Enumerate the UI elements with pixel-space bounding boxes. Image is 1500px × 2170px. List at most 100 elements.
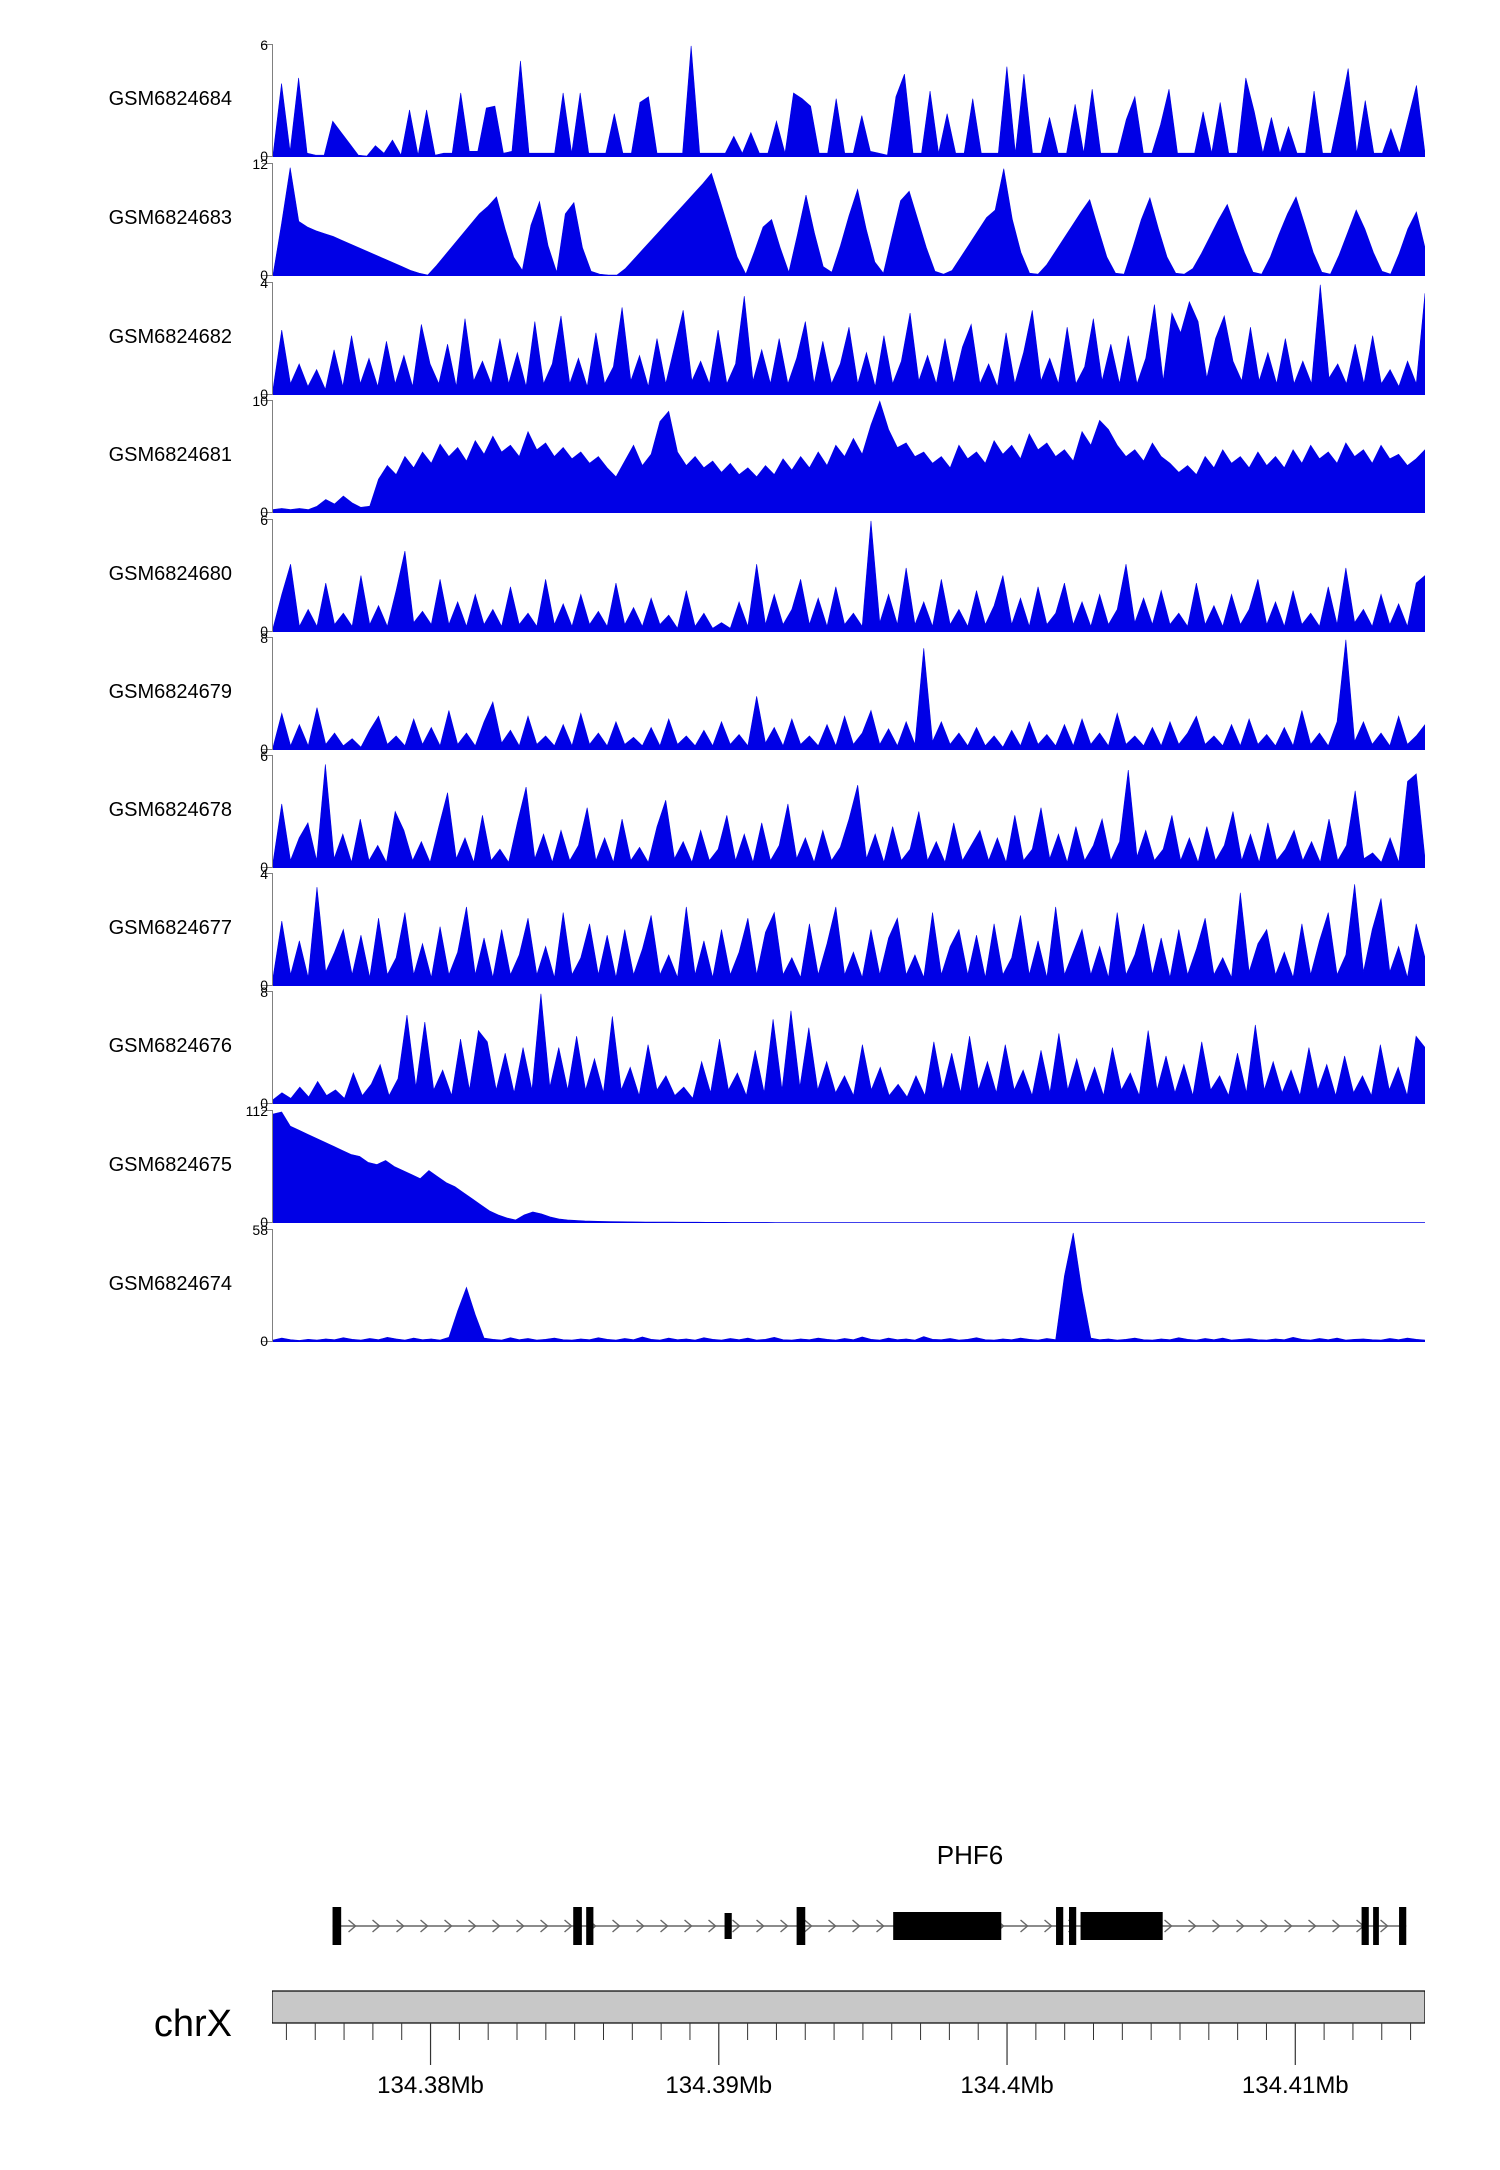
y-axis-max-label: 6 <box>260 37 268 53</box>
y-axis-line <box>272 991 273 1104</box>
strand-arrow-icon <box>516 1919 525 1933</box>
track-sample-label: GSM6824679 <box>108 680 232 703</box>
coverage-track: GSM6824677 4 0 <box>0 867 1500 992</box>
coverage-wiggle <box>273 167 1425 276</box>
y-axis-tick-max <box>262 637 273 638</box>
axis-tick-label: 134.41Mb <box>1242 2072 1349 2099</box>
axis-tick-label: 134.39Mb <box>665 2072 772 2099</box>
coverage-wiggle <box>273 639 1425 750</box>
coverage-track: GSM6824681 10 0 <box>0 394 1500 519</box>
coverage-track: GSM6824674 58 0 <box>0 1223 1500 1348</box>
coverage-track: GSM6824675 112 0 <box>0 1104 1500 1229</box>
coverage-area <box>273 1111 1425 1223</box>
y-axis-line <box>272 519 273 632</box>
track-plot-area: 12 0 <box>252 157 1425 282</box>
y-axis-line <box>272 282 273 395</box>
track-sample-label: GSM6824684 <box>108 87 232 110</box>
y-axis-max-label: 12 <box>252 156 268 172</box>
y-axis-tick-max <box>262 44 273 45</box>
track-plot-area: 112 0 <box>246 1104 1425 1229</box>
y-axis: 10 0 <box>252 394 302 519</box>
strand-arrow-icon <box>444 1919 453 1933</box>
y-axis-line <box>272 1110 273 1223</box>
coverage-area <box>273 167 1425 276</box>
y-axis: 112 0 <box>246 1104 302 1229</box>
genome-axis-track: chrX 134.38Mb 134.39Mb 134.4Mb 134.41Mb <box>0 1985 1500 2155</box>
y-axis-min-label: 0 <box>260 504 268 520</box>
strand-arrow-icon <box>1020 1919 1029 1933</box>
strand-arrow-icon <box>492 1919 501 1933</box>
strand-arrow-icon <box>372 1919 381 1933</box>
strand-arrow-icon <box>852 1919 861 1933</box>
track-plot-area: 10 0 <box>252 394 1425 519</box>
y-axis-tick-min <box>262 512 273 513</box>
y-axis-tick-max <box>262 1110 273 1111</box>
chromosome-label: chrX <box>153 2003 232 2045</box>
track-sample-label: GSM6824680 <box>108 562 232 585</box>
strand-arrow-icon <box>1188 1919 1197 1933</box>
coverage-track: GSM6824679 8 0 <box>0 631 1500 756</box>
y-axis-min-label: 0 <box>260 386 268 402</box>
y-axis-tick-min <box>262 985 273 986</box>
exon-box <box>1056 1907 1064 1945</box>
y-axis-min-label: 0 <box>260 1333 268 1349</box>
y-axis-tick-min <box>262 1103 273 1104</box>
axis-tick-label: 134.38Mb <box>377 2072 484 2099</box>
y-axis-line <box>272 873 273 986</box>
y-axis-tick-min <box>262 631 273 632</box>
coverage-track: GSM6824682 4 0 <box>0 276 1500 401</box>
y-axis-tick-max <box>262 163 273 164</box>
gene-model-svg <box>332 1907 1407 1945</box>
track-sample-label: GSM6824674 <box>108 1272 232 1295</box>
strand-arrow-icon <box>636 1919 645 1933</box>
y-axis: 58 0 <box>252 1223 302 1348</box>
strand-arrow-icon <box>1164 1919 1173 1933</box>
y-axis-tick-min <box>262 156 273 157</box>
y-axis-min-label: 0 <box>260 1095 268 1111</box>
coverage-area <box>273 400 1425 513</box>
coverage-area <box>273 993 1425 1104</box>
y-axis-min-label: 0 <box>260 741 268 757</box>
coverage-wiggle <box>273 993 1425 1104</box>
coverage-wiggle <box>273 520 1425 632</box>
y-axis-min-label: 0 <box>260 859 268 875</box>
strand-arrow-icon <box>708 1919 717 1933</box>
exon-box <box>573 1907 582 1945</box>
coverage-wiggle <box>273 884 1425 986</box>
y-axis-max-label: 10 <box>252 393 268 409</box>
y-axis-tick-min <box>262 394 273 395</box>
track-sample-label: GSM6824681 <box>108 443 232 466</box>
y-axis-line <box>272 637 273 750</box>
exon-box <box>332 1907 342 1945</box>
coverage-area <box>273 884 1425 986</box>
coverage-area <box>273 284 1425 395</box>
coverage-track: GSM6824678 6 0 <box>0 749 1500 874</box>
strand-arrow-icon <box>420 1919 429 1933</box>
strand-arrow-icon <box>1044 1919 1053 1933</box>
coverage-wiggle <box>273 1111 1425 1223</box>
strand-arrow-icon <box>804 1919 813 1933</box>
y-axis-line <box>272 44 273 157</box>
coverage-area <box>273 520 1425 632</box>
y-axis-max-label: 6 <box>260 512 268 528</box>
y-axis-tick-max <box>262 873 273 874</box>
strand-arrow-icon <box>1284 1919 1293 1933</box>
axis-tick-label: 134.4Mb <box>960 2072 1053 2099</box>
coverage-wiggle <box>273 1232 1425 1342</box>
y-axis-tick-max <box>262 755 273 756</box>
track-sample-label: GSM6824675 <box>108 1153 232 1176</box>
coverage-track: GSM6824684 6 0 <box>0 38 1500 163</box>
y-axis-tick-min <box>262 1222 273 1223</box>
strand-arrow-icon <box>348 1919 357 1933</box>
strand-arrow-icon <box>540 1919 549 1933</box>
strand-arrow-icon <box>1212 1919 1221 1933</box>
exon-box <box>1080 1912 1163 1940</box>
